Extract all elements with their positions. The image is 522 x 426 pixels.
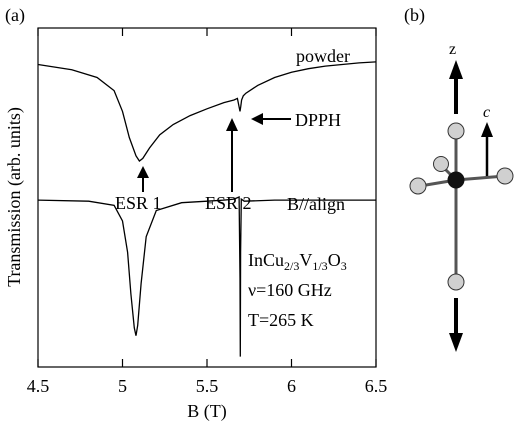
center-atom bbox=[447, 171, 465, 189]
crystal-schematic: z c bbox=[409, 41, 514, 352]
ligand-atom-right bbox=[496, 167, 514, 185]
frequency-text: ν=160 GHz bbox=[248, 280, 332, 300]
temperature-text: T=265 K bbox=[248, 310, 314, 330]
annotation-powder: powder bbox=[296, 46, 350, 66]
x-ticks bbox=[37, 28, 377, 367]
ligand-atom-left bbox=[409, 177, 427, 195]
x-axis-label: B (T) bbox=[187, 401, 227, 422]
x-tick-label: 4.5 bbox=[27, 376, 50, 396]
annotation-align: B//align bbox=[287, 194, 345, 214]
annotation-dpph: DPPH bbox=[295, 110, 341, 130]
panel-label-a: (a) bbox=[5, 5, 25, 26]
ligand-atom-bottom bbox=[447, 273, 465, 291]
arrow-dpph bbox=[251, 113, 291, 125]
x-tick-labels: 4.5 5 5.5 6 6.5 bbox=[27, 376, 388, 396]
ligand-atom-back bbox=[433, 156, 449, 172]
series-powder-line bbox=[37, 61, 377, 162]
x-tick-label: 6 bbox=[287, 376, 296, 396]
arrow-esr2 bbox=[226, 118, 238, 192]
ligand-atom-top bbox=[447, 122, 465, 140]
z-up-arrow bbox=[449, 60, 463, 114]
compound-formula: InCu2/3V1/3O3 bbox=[248, 250, 347, 273]
x-tick-label: 5 bbox=[118, 376, 127, 396]
z-axis-label: z bbox=[449, 41, 456, 58]
c-axis-arrow bbox=[481, 122, 493, 178]
c-axis-label: c bbox=[483, 104, 490, 121]
annotation-esr1: ESR 1 bbox=[115, 193, 162, 213]
annotation-esr2: ESR 2 bbox=[205, 193, 252, 213]
y-axis-label: Transmission (arb. units) bbox=[4, 107, 25, 287]
series-align-line bbox=[37, 196, 376, 357]
arrow-esr1 bbox=[137, 166, 149, 192]
panel-label-b: (b) bbox=[404, 5, 425, 26]
x-tick-label: 6.5 bbox=[365, 376, 388, 396]
z-down-arrow bbox=[449, 298, 463, 352]
x-tick-label: 5.5 bbox=[196, 376, 219, 396]
